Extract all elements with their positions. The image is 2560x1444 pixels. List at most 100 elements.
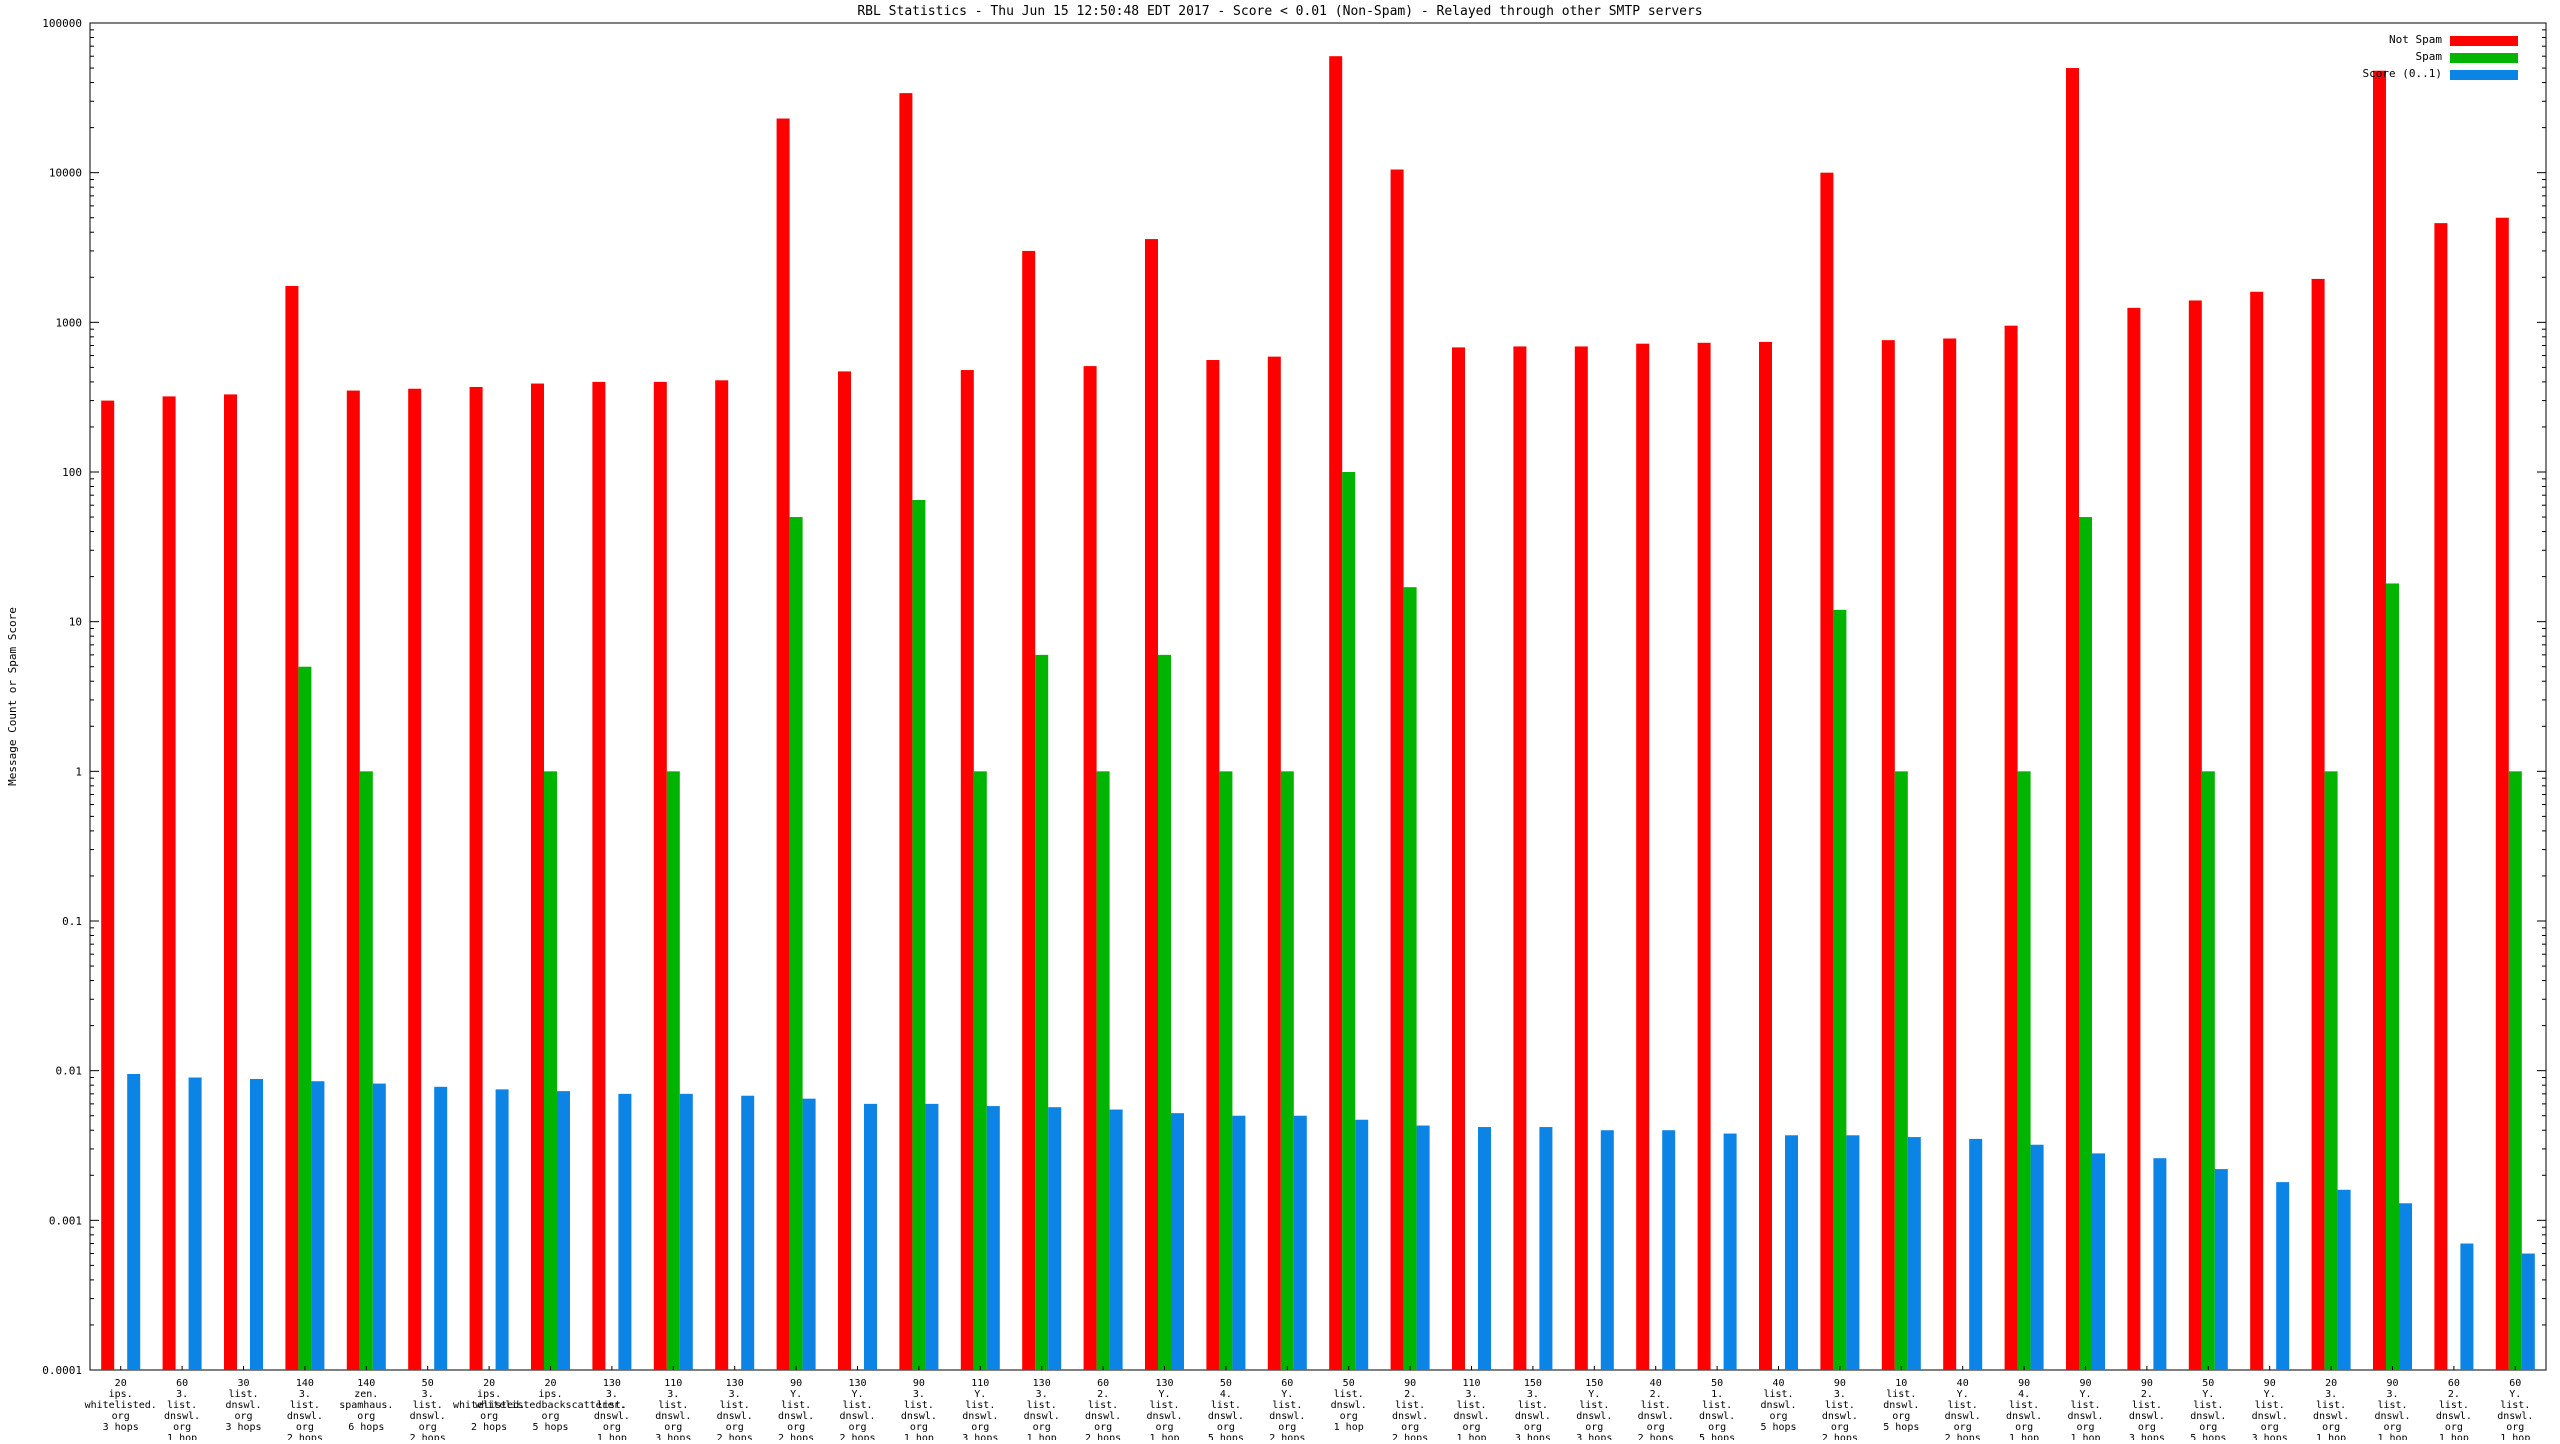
bar-not-spam <box>2434 223 2448 1370</box>
bar-not-spam <box>776 118 790 1370</box>
legend-label-score-0-1: Score (0..1) <box>2363 67 2442 80</box>
bar-score-0-1 <box>679 1093 693 1370</box>
bar-score-0-1 <box>495 1089 509 1370</box>
bar-spam <box>973 771 987 1370</box>
bar-not-spam <box>2004 325 2018 1370</box>
bar-spam <box>1403 587 1417 1370</box>
bar-not-spam <box>1636 343 1650 1371</box>
bar-not-spam <box>2495 217 2509 1371</box>
x-category-label: 40 list. dnswl. org 5 hops <box>1760 1378 1796 1433</box>
bar-score-0-1 <box>1785 1135 1798 1370</box>
legend-label-not-spam: Not Spam <box>2389 33 2442 46</box>
x-category-label: 60 2. list. dnswl. org 2 hops <box>1085 1378 1121 1440</box>
bar-score-0-1 <box>127 1074 141 1370</box>
bar-score-0-1 <box>986 1106 1000 1370</box>
bar-not-spam <box>715 380 729 1370</box>
bar-score-0-1 <box>2030 1144 2044 1370</box>
bar-not-spam <box>1083 366 1097 1371</box>
x-category-label: 20 3. list. dnswl. org 1 hop <box>2313 1378 2349 1440</box>
bar-score-0-1 <box>1969 1138 1983 1370</box>
y-tick-label: 10 <box>69 616 82 629</box>
x-category-label: 50 1. list. dnswl. org 5 hops <box>1699 1378 1735 1440</box>
bar-not-spam <box>408 388 422 1370</box>
bar-score-0-1 <box>1416 1125 1430 1370</box>
bar-not-spam <box>2250 291 2264 1370</box>
x-category-label: 150 Y. list. dnswl. org 3 hops <box>1576 1378 1612 1440</box>
bar-spam <box>1035 654 1049 1370</box>
bar-not-spam <box>1390 169 1404 1370</box>
x-category-label: 140 zen. spamhaus. org 6 hops <box>339 1378 393 1433</box>
bar-score-0-1 <box>188 1077 202 1370</box>
bar-not-spam <box>838 371 851 1370</box>
x-category-label: 90 3. list. dnswl. org 1 hop <box>2374 1378 2410 1440</box>
bar-score-0-1 <box>1478 1127 1491 1370</box>
bar-not-spam <box>1267 356 1281 1370</box>
bar-not-spam <box>224 394 237 1370</box>
bar-spam <box>1096 771 1110 1370</box>
bar-score-0-1 <box>925 1103 939 1370</box>
bar-spam <box>1158 654 1171 1370</box>
bar-score-0-1 <box>2521 1253 2535 1370</box>
x-category-label: 140 3. list. dnswl. org 2 hops <box>287 1378 323 1440</box>
bar-score-0-1 <box>1907 1137 1921 1370</box>
bar-score-0-1 <box>2092 1153 2105 1370</box>
y-tick-label: 0.01 <box>56 1065 83 1078</box>
bar-score-0-1 <box>1539 1127 1553 1370</box>
bar-score-0-1 <box>1293 1115 1307 1370</box>
bar-score-0-1 <box>1232 1115 1246 1370</box>
bar-score-0-1 <box>2337 1189 2351 1370</box>
bar-score-0-1 <box>802 1098 816 1370</box>
bar-not-spam <box>1881 340 1895 1370</box>
bar-score-0-1 <box>618 1093 632 1370</box>
bar-spam <box>2508 771 2522 1370</box>
x-category-label: 50 list. dnswl. org 1 hop <box>1331 1378 1367 1433</box>
y-tick-label: 0.1 <box>62 915 82 928</box>
bar-not-spam <box>346 390 360 1370</box>
y-tick-label: 0.001 <box>49 1214 82 1227</box>
legend-swatch-spam <box>2450 53 2518 63</box>
bar-score-0-1 <box>1723 1133 1737 1370</box>
x-category-label: 50 4. list. dnswl. org 5 hops <box>1208 1378 1244 1440</box>
bar-score-0-1 <box>311 1081 325 1370</box>
x-category-label: 130 3. list. dnswl. org 1 hop <box>594 1378 630 1440</box>
plot-border <box>89 22 2547 1371</box>
bar-score-0-1 <box>2214 1169 2228 1370</box>
x-category-label: 10 list. dnswl. org 5 hops <box>1883 1378 1919 1433</box>
bar-score-0-1 <box>2399 1203 2412 1370</box>
bar-not-spam <box>2066 68 2079 1370</box>
bar-not-spam <box>1145 239 1158 1370</box>
bar-spam <box>2201 771 2215 1370</box>
bar-score-0-1 <box>372 1083 386 1370</box>
legend-swatch-not-spam <box>2450 36 2518 46</box>
bar-not-spam <box>1329 56 1343 1371</box>
x-category-label: 50 3. list. dnswl. org 2 hops <box>410 1378 446 1440</box>
bar-not-spam <box>1452 347 1465 1370</box>
bar-spam <box>2386 583 2399 1370</box>
bar-not-spam <box>2311 278 2325 1370</box>
x-category-label: 60 3. list. dnswl. org 1 hop <box>164 1378 200 1440</box>
bar-not-spam <box>1820 172 1834 1370</box>
bar-score-0-1 <box>1355 1119 1369 1370</box>
x-category-label: 90 3. list. dnswl. org 1 hop <box>901 1378 937 1440</box>
x-category-label: 90 Y. list. dnswl. org 2 hops <box>778 1378 814 1440</box>
bar-not-spam <box>2188 300 2202 1371</box>
x-category-label: 40 2. list. dnswl. org 2 hops <box>1638 1378 1674 1440</box>
x-category-label: 20 ips. whitelisted. org 2 hops <box>453 1378 525 1433</box>
bar-not-spam <box>531 383 544 1370</box>
bar-score-0-1 <box>2153 1158 2167 1370</box>
bar-spam <box>298 666 312 1370</box>
bar-not-spam <box>1697 342 1711 1370</box>
x-category-label: 150 3. list. dnswl. org 3 hops <box>1515 1378 1551 1440</box>
bar-spam <box>1894 771 1908 1370</box>
bar-score-0-1 <box>2460 1243 2474 1370</box>
bar-spam <box>789 517 803 1370</box>
x-category-label: 90 3. list. dnswl. org 2 hops <box>1822 1378 1858 1440</box>
bar-not-spam <box>1759 341 1772 1370</box>
x-category-label: 110 3. list. dnswl. org 1 hop <box>1453 1378 1489 1440</box>
bar-spam <box>1833 609 1847 1370</box>
bar-spam <box>1342 472 1356 1370</box>
x-category-label: 40 Y. list. dnswl. org 2 hops <box>1945 1378 1981 1440</box>
bar-score-0-1 <box>864 1103 877 1370</box>
